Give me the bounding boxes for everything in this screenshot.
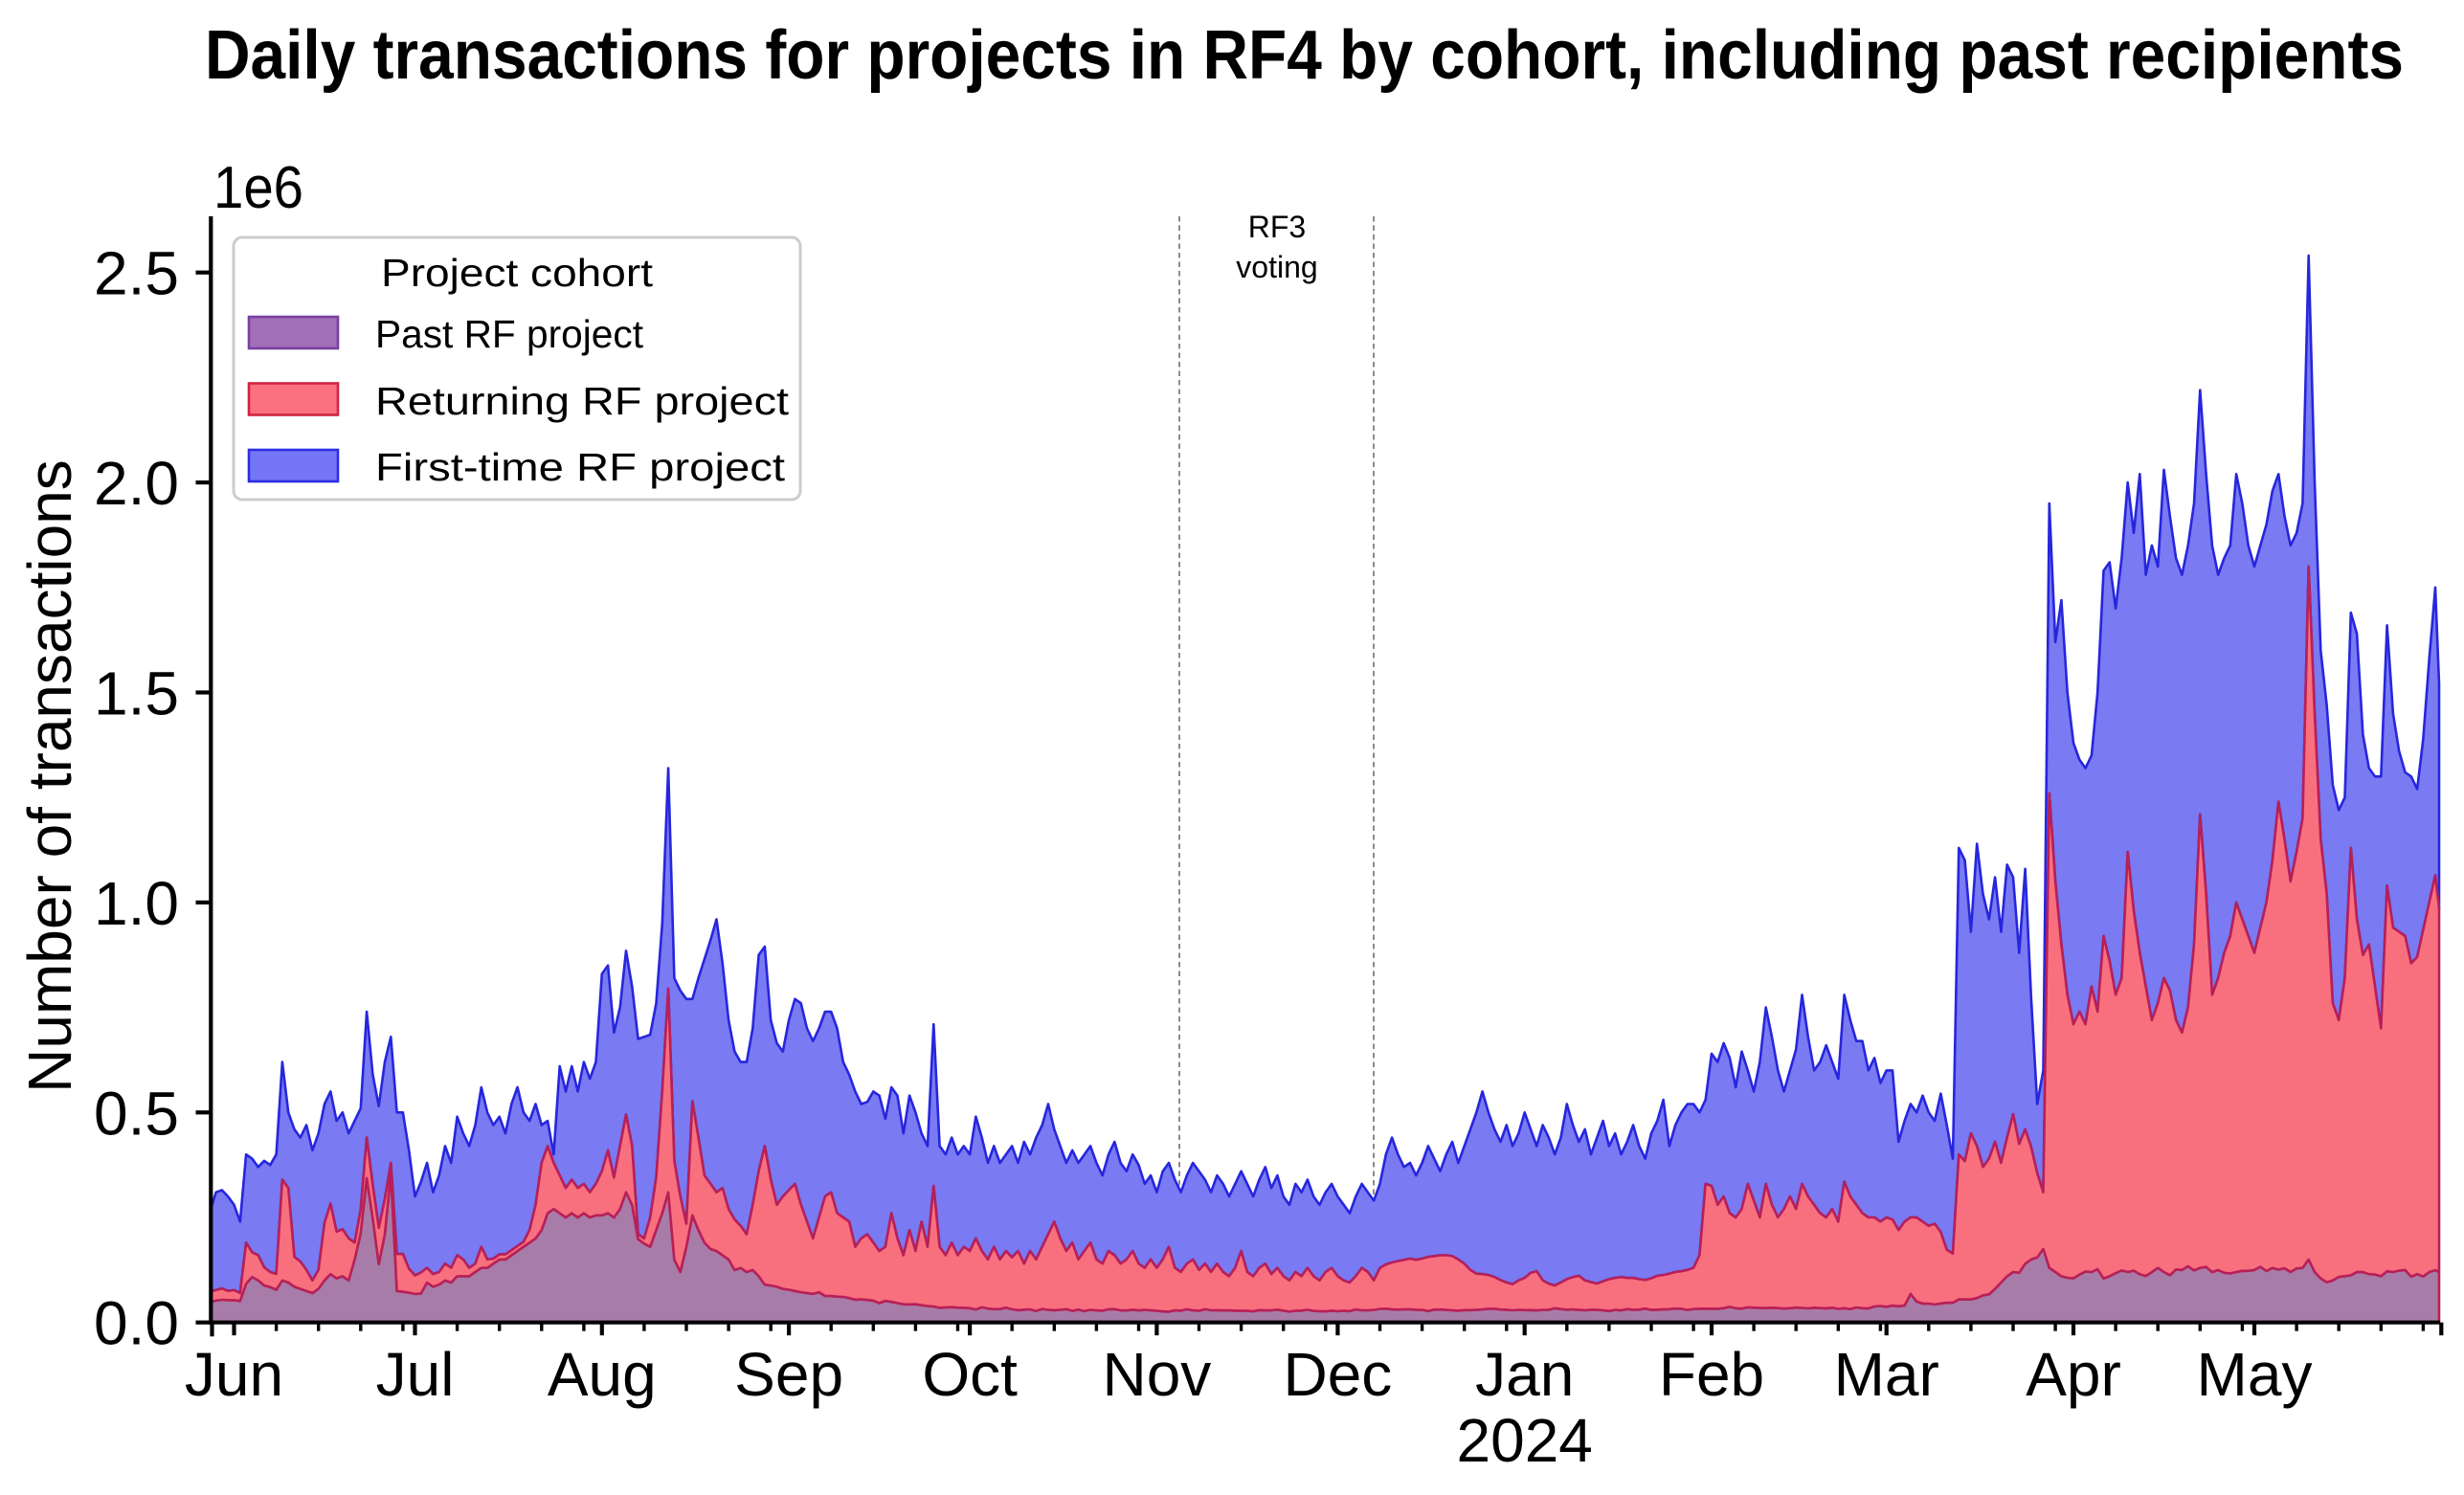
svg-text:0.0: 0.0 — [94, 1289, 179, 1358]
svg-text:1.5: 1.5 — [94, 659, 179, 728]
svg-text:Jan: Jan — [1475, 1340, 1574, 1409]
svg-text:Aug: Aug — [548, 1340, 657, 1409]
svg-text:Feb: Feb — [1659, 1340, 1764, 1409]
svg-text:Nov: Nov — [1102, 1340, 1211, 1409]
svg-text:RF3: RF3 — [1248, 210, 1306, 244]
svg-text:1.0: 1.0 — [94, 869, 179, 938]
svg-text:Project cohort: Project cohort — [381, 251, 654, 295]
svg-text:Sep: Sep — [734, 1340, 843, 1409]
svg-text:Returning RF project: Returning RF project — [375, 379, 790, 423]
svg-text:2.0: 2.0 — [94, 449, 179, 518]
svg-text:Jun: Jun — [185, 1340, 283, 1409]
svg-text:0.5: 0.5 — [94, 1079, 179, 1148]
svg-text:Oct: Oct — [922, 1340, 1018, 1409]
svg-text:Number of transactions: Number of transactions — [15, 459, 84, 1093]
svg-text:May: May — [2197, 1340, 2313, 1409]
svg-text:Daily transactions for project: Daily transactions for projects in RF4 b… — [205, 17, 2404, 94]
svg-text:First-time RF project: First-time RF project — [375, 445, 786, 489]
svg-text:voting: voting — [1236, 250, 1317, 284]
svg-text:Mar: Mar — [1834, 1340, 1939, 1409]
svg-text:Past RF project: Past RF project — [375, 312, 644, 356]
svg-text:Jul: Jul — [376, 1340, 455, 1409]
svg-text:Dec: Dec — [1283, 1340, 1392, 1409]
svg-text:Apr: Apr — [2026, 1340, 2121, 1409]
svg-text:1e6: 1e6 — [213, 155, 303, 221]
svg-text:2.5: 2.5 — [94, 239, 179, 308]
svg-text:2024: 2024 — [1457, 1406, 1593, 1475]
